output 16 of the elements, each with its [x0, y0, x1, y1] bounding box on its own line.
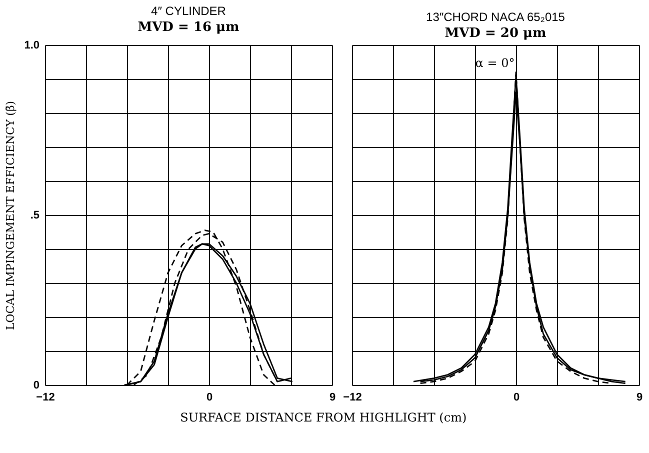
x-tick-label: −12 — [36, 392, 55, 404]
y-tick-label: 1.0 — [24, 40, 40, 52]
annotation: α = 0° — [475, 56, 515, 70]
x-tick-label: 9 — [329, 392, 336, 404]
y-tick-label: 0 — [33, 380, 40, 392]
y-axis-title: LOCAL IMPINGEMENT EFFICIENCY (β̄) — [4, 100, 18, 330]
x-tick-label: 0 — [513, 392, 520, 404]
x-tick-label: 9 — [636, 392, 643, 404]
x-tick-label: 0 — [206, 392, 213, 404]
y-tick-label: .5 — [30, 210, 40, 222]
x-axis-title: SURFACE DISTANCE FROM HIGHLIGHT (cm) — [180, 410, 467, 424]
chart-title: 4″ CYLINDER — [151, 4, 226, 18]
chart-subtitle: MVD = 20 μm — [444, 26, 547, 41]
chart-title: 13″CHORD NACA 65₂015 — [426, 10, 566, 24]
chart-subtitle: MVD = 16 μm — [138, 20, 240, 35]
x-tick-label: −12 — [343, 392, 362, 404]
